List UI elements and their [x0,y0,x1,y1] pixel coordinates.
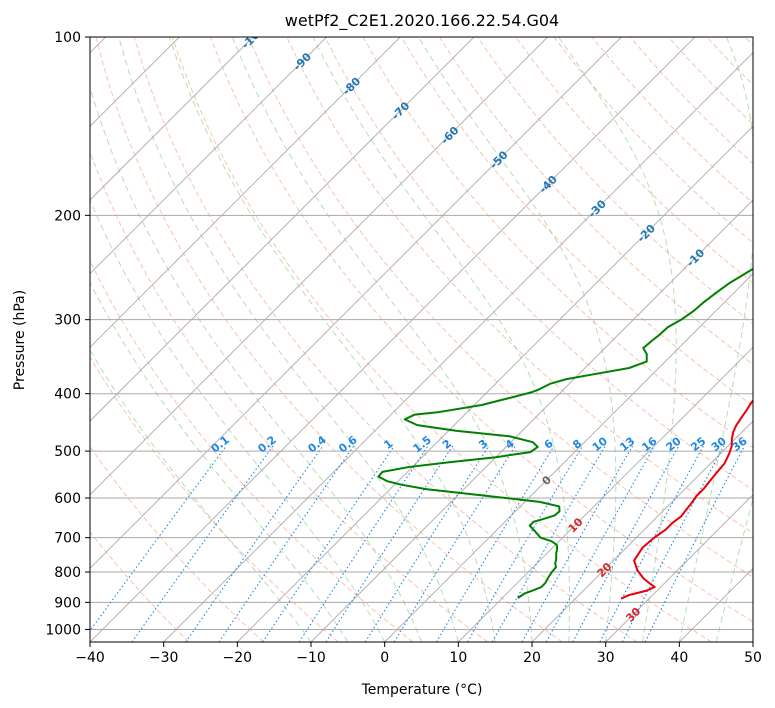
isotherm-line [90,37,622,570]
background-lines [90,37,753,642]
mixing-ratio-line [364,445,490,642]
isotherm-line [90,37,328,275]
mixing-ratio-line [325,445,454,642]
dry-adiabat [439,37,753,366]
mixing-ratio-line [621,445,725,642]
y-tick-label: 200 [54,208,81,224]
mixing-ratio-line [521,445,633,642]
mixing-ratio-line [185,445,324,642]
mixing-ratio-line [467,445,584,642]
mixing-ratio-line [262,445,395,642]
moist-adiabat [231,37,533,642]
dry-adiabat [324,37,753,491]
dry-adiabat [248,37,753,578]
dry-adiabat [90,531,190,642]
x-tick-label: −20 [223,650,253,666]
isotherm-line [236,125,753,642]
y-axis: 100 200 300 400 500 600 700 800 900 1000 [45,30,90,638]
dry-adiabat [400,37,753,407]
x-tick-label: 20 [523,650,541,666]
mixing-ratio-line [131,445,274,642]
y-tick-label: 600 [54,491,81,507]
x-tick-label: −30 [149,650,179,666]
moist-adiabat [168,37,496,642]
x-tick-label: 50 [744,650,762,666]
mixing-ratio-line [435,445,555,642]
x-tick-label: 40 [670,650,688,666]
isotherm-line [90,37,254,201]
moist-adiabat [678,37,753,642]
x-axis-title: Temperature (°C) [361,682,483,698]
y-tick-label: 300 [54,313,81,329]
isotherm-line [90,37,475,422]
x-tick-label: −10 [296,650,326,666]
isotherm-line [90,37,401,349]
x-tick-label: 10 [449,650,467,666]
dry-adiabat [90,150,488,642]
y-tick-label: 100 [54,30,81,46]
dewpoint-profile-line [377,267,753,599]
plot-frame [89,36,754,643]
mixing-ratio-line [644,445,746,642]
moist-adiabat [90,281,349,642]
isotherm-line [163,51,753,642]
dry-adiabat [95,37,563,642]
x-tick-label: 30 [597,650,615,666]
dry-adiabat [515,37,753,284]
moist-adiabat [558,37,677,642]
y-tick-label: 1000 [45,622,81,638]
isotherm-line [384,272,753,642]
dry-adiabat [171,37,712,642]
y-tick-label: 400 [54,387,81,403]
mixing-ratio-line [393,445,516,642]
dry-adiabat [90,445,264,642]
isotherm-line [605,493,753,642]
temperature-profile-line [620,399,753,600]
chart-title: wetPf2_C2E1.2020.166.22.54.G04 [285,11,559,31]
y-tick-label: 900 [54,595,81,611]
x-tick-label: −40 [75,650,105,666]
isotherm-line [90,37,696,642]
mixing-ratio-line [545,445,656,642]
y-tick-label: 500 [54,444,81,460]
dry-adiabat [90,356,339,642]
dry-adiabat [133,37,638,642]
mixing-ratio-line [298,445,429,642]
mixing-ratio-line [218,445,355,642]
moist-adiabat [312,37,570,642]
y-tick-label: 700 [54,531,81,547]
dry-adiabat [210,37,753,623]
moist-adiabat [715,497,753,642]
x-axis: −40 −30 −20 −10 0 10 20 30 40 50 [75,642,762,666]
moist-adiabat [90,198,386,642]
moist-adiabat [418,37,617,642]
isotherm-line [90,37,549,496]
x-tick-label: 0 [380,650,389,666]
isotherm-line [457,346,753,642]
y-axis-title: Pressure (hPa) [12,290,28,390]
moist-adiabat [90,85,422,642]
series-layer [377,267,753,600]
y-tick-label: 800 [54,565,81,581]
isotherm-line [531,420,753,642]
isotherm-line [310,199,753,642]
